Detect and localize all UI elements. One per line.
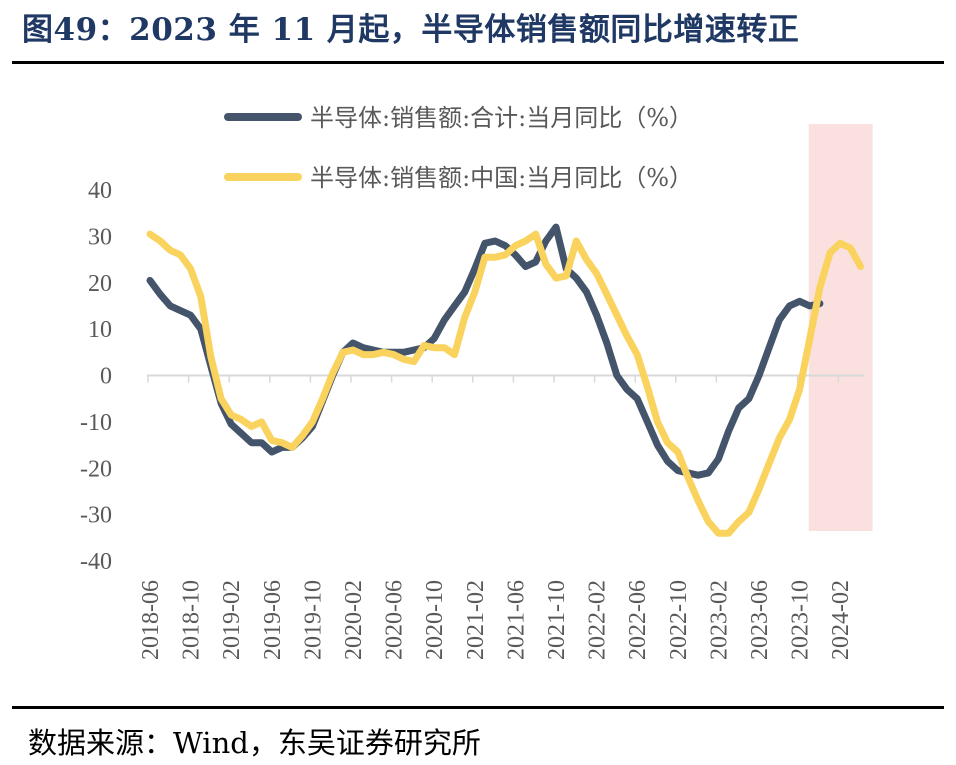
bottom-divider <box>12 706 944 709</box>
legend: 半导体:销售额:合计:当月同比（%） 半导体:销售额:中国:当月同比（%） <box>224 104 693 192</box>
x-tick-label: 2018-10 <box>179 580 205 660</box>
y-tick-label: -40 <box>80 549 112 575</box>
x-tick-label: 2023-06 <box>747 580 773 660</box>
legend-label-total: 半导体:销售额:合计:当月同比（%） <box>310 104 693 132</box>
x-tick-label: 2019-02 <box>219 580 245 660</box>
x-tick-label: 2024-02 <box>828 580 854 660</box>
x-tick-label: 2020-10 <box>422 580 448 660</box>
y-tick-label: 30 <box>88 224 112 250</box>
y-tick-label: -10 <box>80 410 112 436</box>
top-divider <box>12 61 944 64</box>
y-tick-label: 0 <box>100 364 112 390</box>
x-tick-label: 2023-02 <box>706 580 732 660</box>
line-chart: 40 30 20 10 0 -10 -20 -30 -40 2018-06 2018-10 2019… <box>80 104 873 660</box>
series-line-china <box>146 230 864 537</box>
x-tick-label: 2022-10 <box>666 580 692 660</box>
y-axis: 40 30 20 10 0 -10 -20 -30 -40 <box>80 178 112 575</box>
legend-label-china: 半导体:销售额:中国:当月同比（%） <box>310 164 693 192</box>
y-tick-label: 20 <box>88 271 112 297</box>
series-lines <box>146 223 864 537</box>
y-tick-label: -30 <box>80 503 112 529</box>
data-source-note: 数据来源：Wind，东吴证券研究所 <box>28 726 481 760</box>
x-tick-label: 2019-10 <box>300 580 326 660</box>
x-axis: 2018-06 2018-10 2019-02 2019-06 2019-10 2020-… <box>138 374 865 660</box>
x-tick-label: 2022-02 <box>585 580 611 660</box>
x-tick-label: 2021-02 <box>463 580 489 660</box>
page-title: 图49：2023 年 11 月起，半导体销售额同比增速转正 <box>22 12 800 48</box>
y-tick-label: -20 <box>80 456 112 482</box>
x-tick-label: 2022-06 <box>625 580 651 660</box>
x-tick-label: 2023-10 <box>788 580 814 660</box>
y-tick-label: 40 <box>88 178 112 204</box>
highlight-region <box>808 124 873 531</box>
x-tick-label: 2018-06 <box>138 580 164 660</box>
y-tick-label: 10 <box>88 317 112 343</box>
x-tick-label: 2020-06 <box>382 580 408 660</box>
x-tick-label: 2019-06 <box>260 580 286 660</box>
x-tick-label: 2021-10 <box>544 580 570 660</box>
x-tick-label: 2020-02 <box>341 580 367 660</box>
x-tick-label: 2021-06 <box>503 580 529 660</box>
series-line-total <box>146 223 824 479</box>
